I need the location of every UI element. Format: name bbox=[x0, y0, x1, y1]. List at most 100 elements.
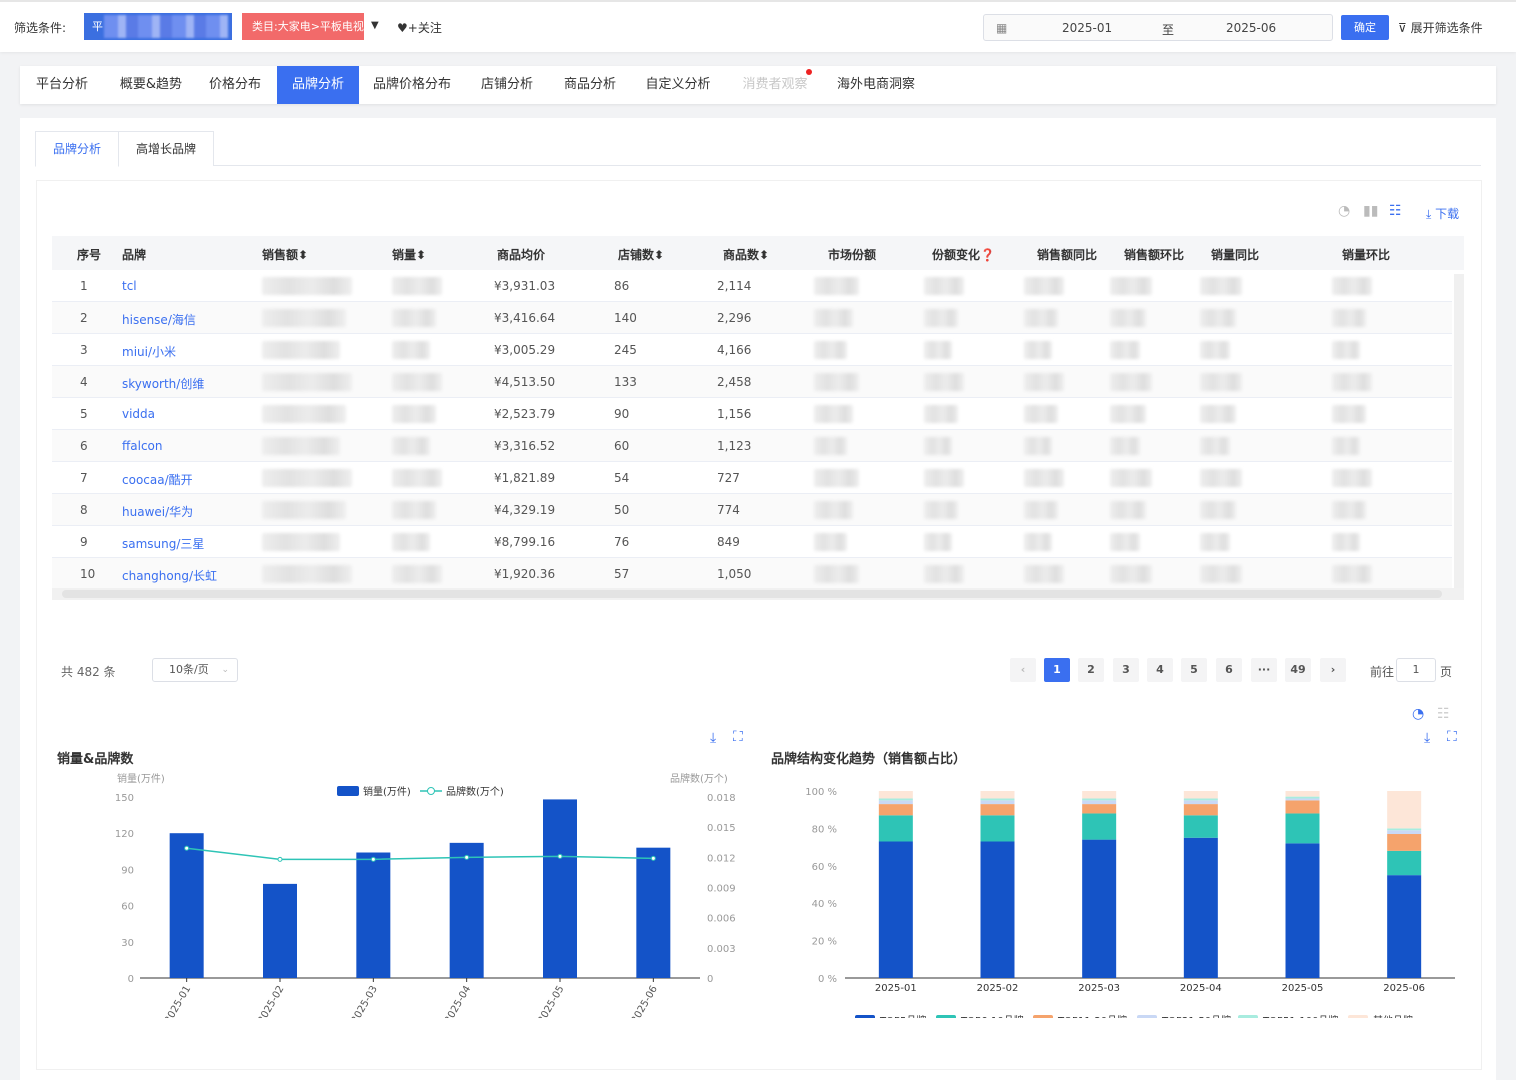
redacted-value bbox=[1200, 309, 1236, 327]
page-3[interactable]: 3 bbox=[1113, 658, 1139, 682]
table-view-icon[interactable]: ☷ bbox=[1389, 203, 1402, 219]
col-sales-volume[interactable]: 销量⬍ bbox=[392, 246, 426, 263]
page-4[interactable]: 4 bbox=[1147, 658, 1173, 682]
page-5[interactable]: 5 bbox=[1181, 658, 1207, 682]
table-row[interactable]: 5 vidda ¥2,523.79 90 1,156 bbox=[52, 398, 1452, 430]
scrollbar-thumb[interactable] bbox=[62, 590, 1442, 598]
brand-link[interactable]: ffalcon bbox=[122, 439, 163, 453]
page-6[interactable]: 6 bbox=[1216, 658, 1242, 682]
stack-segment bbox=[1183, 804, 1218, 816]
col-shop-count[interactable]: 店铺数⬍ bbox=[618, 246, 664, 263]
redacted-value bbox=[814, 341, 847, 359]
table-row[interactable]: 9 samsung/三星 ¥8,799.16 76 849 bbox=[52, 526, 1452, 558]
download-button[interactable]: ⤓ 下载 bbox=[1426, 205, 1459, 222]
redacted-value bbox=[814, 469, 859, 487]
stack-segment bbox=[1387, 830, 1422, 835]
tab-price-distribution[interactable]: 价格分布 bbox=[208, 77, 261, 92]
page-49[interactable]: 49 bbox=[1285, 658, 1311, 682]
tab-brand-price-distribution[interactable]: 品牌价格分布 bbox=[372, 77, 451, 92]
stack-segment bbox=[878, 800, 913, 805]
shop-count-cell: 50 bbox=[614, 503, 630, 517]
date-range-picker[interactable]: ▦ 2025-01 至 2025-06 bbox=[983, 14, 1333, 41]
redacted-value bbox=[392, 437, 430, 455]
x-tick-label: 2025-01 bbox=[163, 984, 193, 1018]
chart2-fullscreen-icon[interactable]: ⛶ bbox=[1447, 729, 1457, 745]
expand-filter-label: 展开筛选条件 bbox=[1410, 21, 1483, 35]
expand-filter-button[interactable]: ⊽ 展开筛选条件 bbox=[1398, 19, 1483, 36]
table-row[interactable]: 10 changhong/长虹 ¥1,920.36 57 1,050 bbox=[52, 558, 1452, 590]
table-row[interactable]: 6 ffalcon ¥3,316.52 60 1,123 bbox=[52, 430, 1452, 462]
stack-segment bbox=[1183, 800, 1218, 805]
bar-chart-icon[interactable]: ▮▮ bbox=[1363, 203, 1379, 219]
brand-link[interactable]: huawei/华为 bbox=[122, 505, 194, 519]
vertical-scrollbar[interactable] bbox=[1454, 274, 1464, 588]
brand-link[interactable]: miui/小米 bbox=[122, 345, 177, 359]
table-row[interactable]: 3 miui/小米 ¥3,005.29 245 4,166 bbox=[52, 334, 1452, 366]
brand-link[interactable]: changhong/长虹 bbox=[122, 569, 217, 583]
row-number: 5 bbox=[80, 407, 88, 421]
table-panel bbox=[36, 180, 1482, 1070]
page-size-select[interactable]: 10条/页 ⌄ bbox=[152, 658, 238, 682]
chevron-down-icon[interactable]: ▼ bbox=[371, 20, 379, 31]
redacted-value bbox=[814, 277, 859, 295]
col-volume-yoy: 销量同比 bbox=[1211, 248, 1260, 262]
table-row[interactable]: 8 huawei/华为 ¥4,329.19 50 774 bbox=[52, 494, 1452, 526]
pie-chart-icon[interactable]: ◔ bbox=[1412, 706, 1425, 722]
redacted-value bbox=[814, 501, 853, 519]
chart1-fullscreen-icon[interactable]: ⛶ bbox=[733, 729, 743, 745]
col-sales-amount[interactable]: 销售额⬍ bbox=[262, 246, 308, 263]
table-row[interactable]: 4 skyworth/创维 ¥4,513.50 133 2,458 bbox=[52, 366, 1452, 398]
confirm-button[interactable]: 确定 bbox=[1341, 15, 1389, 40]
goto-page-input[interactable]: 1 bbox=[1396, 658, 1436, 682]
brand-link[interactable]: skyworth/创维 bbox=[122, 377, 205, 391]
col-volume-mom: 销量环比 bbox=[1342, 248, 1391, 262]
category-chip[interactable]: 类目:大家电>平板电视 bbox=[242, 13, 364, 40]
stack-segment bbox=[878, 791, 913, 799]
item-count-cell: 2,458 bbox=[717, 375, 752, 389]
col-share-change-label: 份额变化 bbox=[932, 248, 981, 262]
table-row[interactable]: 1 tcl ¥3,931.03 86 2,114 bbox=[52, 270, 1452, 302]
table-row[interactable]: 2 hisense/海信 ¥3,416.64 140 2,296 bbox=[52, 302, 1452, 334]
follow-button[interactable]: ♥+关注 bbox=[397, 21, 442, 35]
legend-swatch bbox=[1033, 1015, 1053, 1018]
col-item-count[interactable]: 商品数⬍ bbox=[723, 246, 769, 263]
tab-platform-analysis[interactable]: 平台分析 bbox=[35, 77, 88, 92]
table-view-icon[interactable]: ☷ bbox=[1437, 706, 1450, 722]
blurred-platform-text bbox=[104, 15, 228, 38]
brand-link[interactable]: coocaa/酷开 bbox=[122, 473, 193, 487]
col-sales-mom: 销售额环比 bbox=[1124, 248, 1185, 262]
row-number: 3 bbox=[80, 343, 88, 357]
next-page-button[interactable]: › bbox=[1320, 658, 1346, 682]
help-icon[interactable]: ❓ bbox=[980, 248, 995, 262]
redacted-value bbox=[1024, 341, 1052, 359]
download-label: 下载 bbox=[1435, 207, 1460, 221]
horizontal-scrollbar[interactable] bbox=[52, 588, 1464, 600]
shop-count-cell: 54 bbox=[614, 471, 630, 485]
brand-link[interactable]: samsung/三星 bbox=[122, 537, 205, 551]
redacted-value bbox=[924, 405, 958, 423]
brand-link[interactable]: vidda bbox=[122, 407, 156, 421]
pie-chart-icon[interactable]: ◔ bbox=[1338, 203, 1351, 219]
chart1-download-icon[interactable]: ⤓ bbox=[710, 730, 717, 746]
chart2-download-icon[interactable]: ⤓ bbox=[1424, 730, 1431, 746]
table-row[interactable]: 7 coocaa/酷开 ¥1,821.89 54 727 bbox=[52, 462, 1452, 494]
page-ellipsis[interactable]: ··· bbox=[1251, 658, 1277, 682]
sort-icon: ⬍ bbox=[416, 248, 427, 262]
tab-overview-trend[interactable]: 概要&趋势 bbox=[119, 77, 183, 92]
date-start: 2025-01 bbox=[1062, 21, 1113, 35]
subtab-brand-analysis[interactable]: 品牌分析 bbox=[35, 131, 119, 167]
page-2[interactable]: 2 bbox=[1078, 658, 1104, 682]
brand-link[interactable]: tcl bbox=[122, 279, 137, 293]
page-1[interactable]: 1 bbox=[1044, 658, 1070, 682]
subtab-high-growth-brand[interactable]: 高增长品牌 bbox=[118, 131, 214, 166]
redacted-value bbox=[1110, 277, 1152, 295]
tab-shop-analysis[interactable]: 店铺分析 bbox=[480, 77, 533, 92]
tab-product-analysis[interactable]: 商品分析 bbox=[563, 77, 616, 92]
tab-overseas-ecommerce[interactable]: 海外电商洞察 bbox=[836, 77, 915, 92]
prev-page-button[interactable]: ‹ bbox=[1010, 658, 1036, 682]
brand-link[interactable]: hisense/海信 bbox=[122, 313, 196, 327]
avg-price-cell: ¥3,931.03 bbox=[494, 279, 556, 293]
tab-custom-analysis[interactable]: 自定义分析 bbox=[645, 77, 711, 92]
tab-brand-analysis[interactable]: 品牌分析 bbox=[277, 66, 359, 104]
col-avg-price: 商品均价 bbox=[497, 248, 546, 262]
